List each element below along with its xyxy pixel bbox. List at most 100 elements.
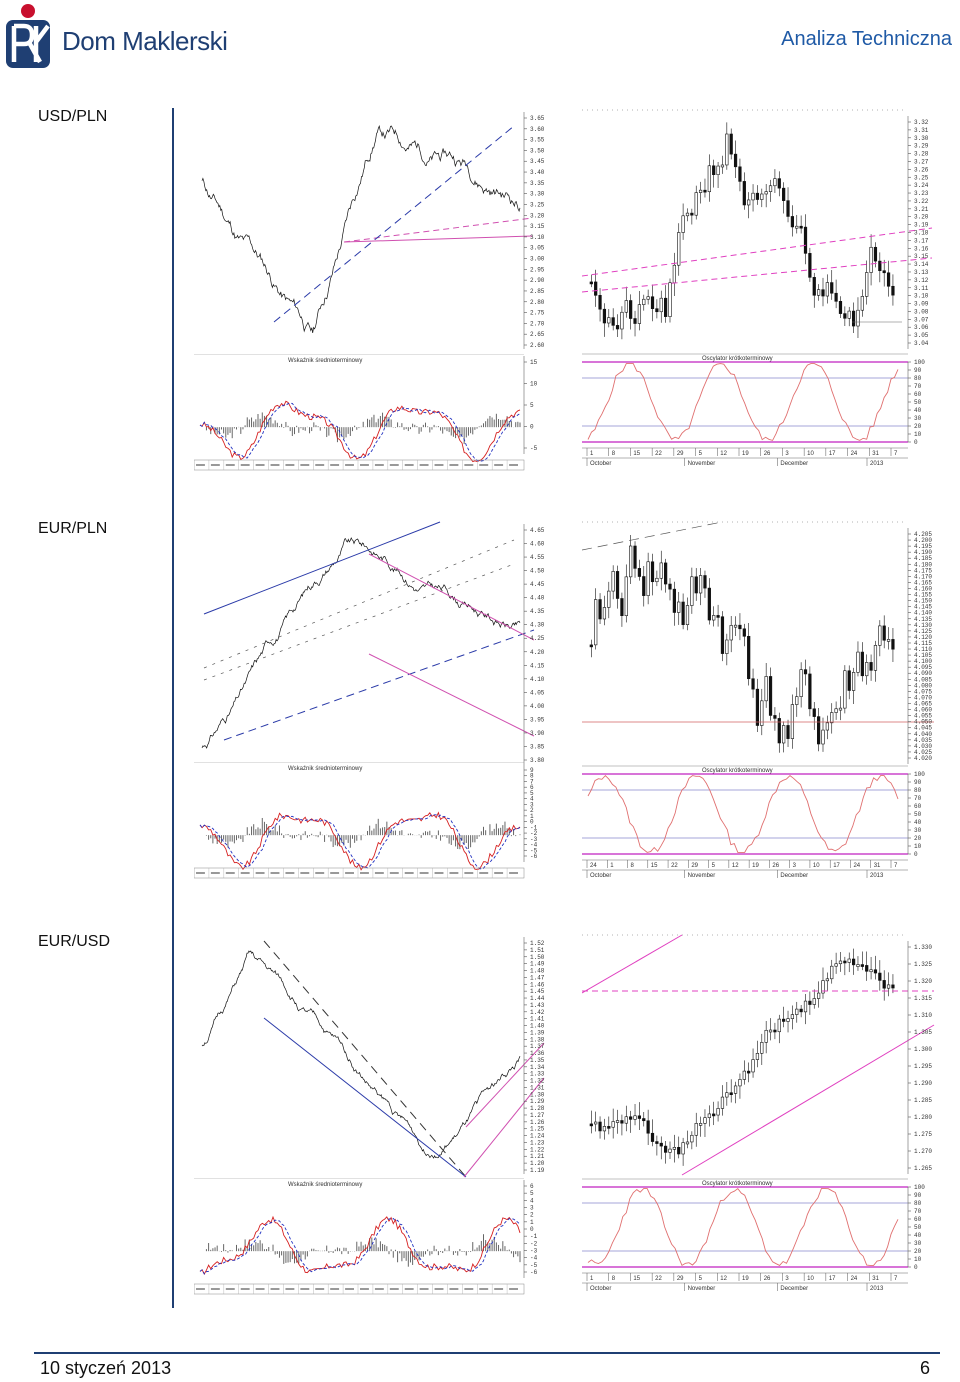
price-axis-label: 3.05 bbox=[914, 332, 929, 339]
macd-axis-label: -5 bbox=[530, 445, 538, 452]
date-strip-label bbox=[449, 872, 459, 874]
candle-body bbox=[733, 1085, 738, 1094]
day-tick-label: 5 bbox=[699, 1276, 703, 1282]
candle-body bbox=[825, 978, 829, 982]
stoch-axis-label: 30 bbox=[914, 415, 922, 422]
price-axis-label: 4.085 bbox=[914, 676, 932, 683]
candle-body bbox=[768, 1029, 773, 1033]
date-strip-label bbox=[196, 464, 205, 466]
stoch-axis-label: 30 bbox=[914, 1240, 922, 1247]
price-axis-label: 3.20 bbox=[530, 212, 545, 219]
candle-body bbox=[615, 1120, 620, 1123]
date-strip-label bbox=[345, 872, 354, 874]
candle-body bbox=[615, 325, 620, 330]
candle-body bbox=[729, 133, 733, 155]
candle-body bbox=[633, 1115, 637, 1120]
date-strip-label bbox=[360, 872, 369, 874]
price-axis-label: 4.105 bbox=[914, 652, 932, 659]
date-strip-label bbox=[330, 872, 340, 874]
date-strip-label bbox=[270, 464, 280, 466]
price-axis-label: 1.19 bbox=[530, 1167, 545, 1174]
candle-body bbox=[768, 676, 773, 716]
day-tick-label: 24 bbox=[853, 863, 860, 869]
candle-body bbox=[882, 625, 886, 641]
candle-body bbox=[733, 153, 738, 168]
candle-body bbox=[795, 696, 799, 705]
price-axis-label: 4.60 bbox=[530, 541, 545, 548]
candle-body bbox=[773, 715, 777, 719]
candle-body bbox=[589, 644, 593, 648]
date-strip-label bbox=[345, 464, 354, 466]
day-tick-label: 10 bbox=[813, 863, 820, 869]
date-strip-label bbox=[210, 872, 220, 874]
price-axis-label: 1.265 bbox=[914, 1165, 932, 1172]
date-strip bbox=[194, 459, 525, 471]
stoch-axis-label: 90 bbox=[914, 779, 922, 786]
price-line bbox=[201, 124, 521, 334]
candle-body bbox=[668, 1148, 672, 1153]
candle-body bbox=[747, 635, 751, 680]
candle-body bbox=[786, 725, 790, 739]
trend-line-4 bbox=[223, 629, 535, 741]
candle-body bbox=[873, 645, 878, 671]
candle-body bbox=[847, 670, 851, 691]
date-strip-label bbox=[374, 1288, 384, 1290]
stoch-axis-label: 50 bbox=[914, 1224, 922, 1231]
candle-body bbox=[633, 545, 637, 569]
date-strip-label bbox=[509, 872, 518, 874]
macd-axis-label: -5 bbox=[530, 847, 538, 854]
price-axis-label: 2.70 bbox=[530, 320, 545, 327]
trend-line-3 bbox=[465, 1042, 545, 1128]
price-axis-label: 4.120 bbox=[914, 634, 932, 641]
date-strip-label bbox=[509, 1288, 518, 1290]
stoch-axis-label: 80 bbox=[914, 375, 922, 382]
date-strip-label bbox=[210, 464, 220, 466]
candle-body bbox=[760, 193, 764, 200]
price-axis-label: 3.13 bbox=[914, 269, 929, 276]
brand-name: Dom Maklerski bbox=[62, 26, 228, 56]
day-tick-label: 22 bbox=[655, 451, 662, 457]
candle-body bbox=[690, 576, 694, 606]
candle-body bbox=[677, 232, 681, 266]
stoch-title: Oscylator krótkoterminowy bbox=[702, 1181, 773, 1187]
pair-label-eurpln: EUR/PLN bbox=[38, 520, 108, 537]
day-tick-label: 3 bbox=[793, 863, 797, 869]
date-strip-label bbox=[389, 872, 399, 874]
candle-body bbox=[777, 1018, 781, 1033]
price-axis-label: 3.22 bbox=[914, 198, 929, 205]
month-tick-label: November bbox=[688, 873, 716, 879]
date-strip-label bbox=[404, 464, 414, 466]
date-strip-label bbox=[270, 872, 280, 874]
date-strip-label bbox=[300, 464, 310, 466]
stoch-axis-label: 90 bbox=[914, 367, 922, 374]
candle-body bbox=[803, 1000, 808, 1013]
date-strip-label bbox=[479, 872, 489, 874]
chart-background bbox=[194, 108, 574, 353]
candle-body bbox=[869, 969, 873, 973]
long-term-chart-eurpln: 4.65 4.60 4.55 4.50 4.45 4.40 4.35 4.30 4.25 4.20… bbox=[194, 520, 574, 768]
candle-body bbox=[598, 295, 602, 310]
price-axis-label: 1.50 bbox=[530, 954, 545, 961]
price-axis-label: 1.35 bbox=[530, 1057, 545, 1064]
price-axis-label: 4.155 bbox=[914, 592, 932, 599]
candle-body bbox=[694, 576, 698, 594]
date-strip-label bbox=[419, 1288, 429, 1290]
date-strip-label bbox=[464, 1288, 474, 1290]
price-axis-label: 2.85 bbox=[530, 288, 545, 295]
candle-body bbox=[825, 282, 829, 297]
price-axis-label: 4.05 bbox=[530, 689, 545, 696]
price-axis-label: 4.00 bbox=[530, 703, 545, 710]
candle-body bbox=[620, 1120, 624, 1124]
price-axis-label: 1.275 bbox=[914, 1131, 932, 1138]
candle-body bbox=[685, 605, 690, 625]
candle-body bbox=[773, 178, 777, 187]
candle-body bbox=[720, 616, 725, 654]
price-axis-label: 4.045 bbox=[914, 725, 932, 732]
day-tick-label: 15 bbox=[651, 863, 658, 869]
macd-axis-label: 4 bbox=[530, 1197, 534, 1204]
candle-body bbox=[624, 576, 628, 617]
price-axis-label: 3.35 bbox=[530, 180, 545, 187]
month-tick-label: October bbox=[590, 1286, 611, 1292]
stoch-axis-label: 0 bbox=[914, 851, 918, 858]
candle-body bbox=[607, 1126, 611, 1129]
